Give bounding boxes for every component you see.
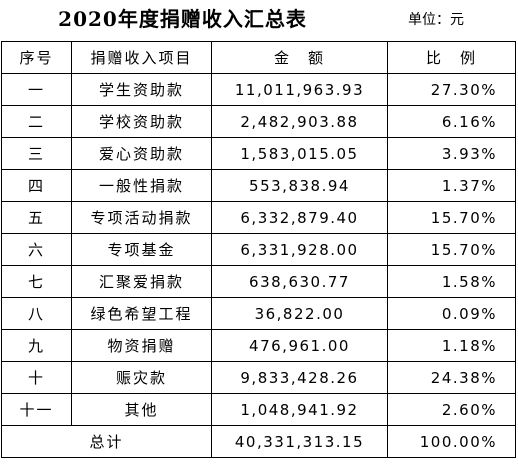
row-item: 专项活动捐款 [71, 201, 212, 234]
row-item: 汇聚爱捐款 [71, 265, 212, 298]
row-item: 一般性捐款 [71, 169, 212, 202]
row-seq: 七 [1, 265, 72, 298]
row-ratio: 3.93% [387, 137, 516, 170]
row-item: 学生资助款 [71, 73, 212, 106]
row-seq: 九 [1, 329, 72, 362]
table-row: 一 学生资助款 11,011,963.93 27.30% [1, 73, 516, 106]
row-ratio: 2.60% [387, 393, 516, 426]
row-item: 学校资助款 [71, 105, 212, 138]
unit-label: 单位：元 [408, 12, 464, 28]
row-ratio: 1.18% [387, 329, 516, 362]
row-amount: 1,583,015.05 [211, 137, 388, 170]
row-amount: 476,961.00 [211, 329, 388, 362]
table-row: 七 汇聚爱捐款 638,630.77 1.58% [1, 265, 516, 298]
total-amount: 40,331,313.15 [211, 425, 388, 458]
row-ratio: 15.70% [387, 201, 516, 234]
row-amount: 2,482,903.88 [211, 105, 388, 138]
table-row: 六 专项基金 6,331,928.00 15.70% [1, 233, 516, 266]
table-row: 八 绿色希望工程 36,822.00 0.09% [1, 297, 516, 330]
table-row: 二 学校资助款 2,482,903.88 6.16% [1, 105, 516, 138]
row-ratio: 6.16% [387, 105, 516, 138]
row-amount: 6,331,928.00 [211, 233, 388, 266]
total-label: 总计 [1, 425, 212, 458]
row-amount: 6,332,879.40 [211, 201, 388, 234]
row-amount: 1,048,941.92 [211, 393, 388, 426]
row-amount: 638,630.77 [211, 265, 388, 298]
row-item: 专项基金 [71, 233, 212, 266]
row-amount: 11,011,963.93 [211, 73, 388, 106]
row-item: 其他 [71, 393, 212, 426]
header-amount: 金 额 [211, 41, 388, 74]
table-row: 五 专项活动捐款 6,332,879.40 15.70% [1, 201, 516, 234]
header-item: 捐赠收入项目 [71, 41, 212, 74]
donation-summary-table: 序号 捐赠收入项目 金 额 比 例 一 学生资助款 11,011,963.93 … [1, 41, 516, 458]
row-seq: 一 [1, 73, 72, 106]
table-row: 四 一般性捐款 553,838.94 1.37% [1, 169, 516, 202]
row-ratio: 1.37% [387, 169, 516, 202]
table-row: 十一 其他 1,048,941.92 2.60% [1, 393, 516, 426]
row-seq: 三 [1, 137, 72, 170]
row-item: 物资捐赠 [71, 329, 212, 362]
total-row: 总计 40,331,313.15 100.00% [1, 425, 516, 458]
header-seq: 序号 [1, 41, 72, 74]
row-item: 绿色希望工程 [71, 297, 212, 330]
row-amount: 9,833,428.26 [211, 361, 388, 394]
row-item: 赈灾款 [71, 361, 212, 394]
table-header-row: 序号 捐赠收入项目 金 额 比 例 [1, 41, 516, 74]
row-ratio: 1.58% [387, 265, 516, 298]
table-row: 三 爱心资助款 1,583,015.05 3.93% [1, 137, 516, 170]
row-seq: 五 [1, 201, 72, 234]
row-seq: 十 [1, 361, 72, 394]
header-ratio: 比 例 [387, 41, 516, 74]
row-ratio: 24.38% [387, 361, 516, 394]
total-ratio: 100.00% [387, 425, 516, 458]
table-row: 九 物资捐赠 476,961.00 1.18% [1, 329, 516, 362]
row-seq: 十一 [1, 393, 72, 426]
page-title: 2020年度捐赠收入汇总表 [58, 7, 307, 31]
row-ratio: 27.30% [387, 73, 516, 106]
row-ratio: 15.70% [387, 233, 516, 266]
row-seq: 八 [1, 297, 72, 330]
row-amount: 36,822.00 [211, 297, 388, 330]
row-ratio: 0.09% [387, 297, 516, 330]
table-row: 十 赈灾款 9,833,428.26 24.38% [1, 361, 516, 394]
row-seq: 六 [1, 233, 72, 266]
row-item: 爱心资助款 [71, 137, 212, 170]
row-seq: 二 [1, 105, 72, 138]
row-amount: 553,838.94 [211, 169, 388, 202]
row-seq: 四 [1, 169, 72, 202]
